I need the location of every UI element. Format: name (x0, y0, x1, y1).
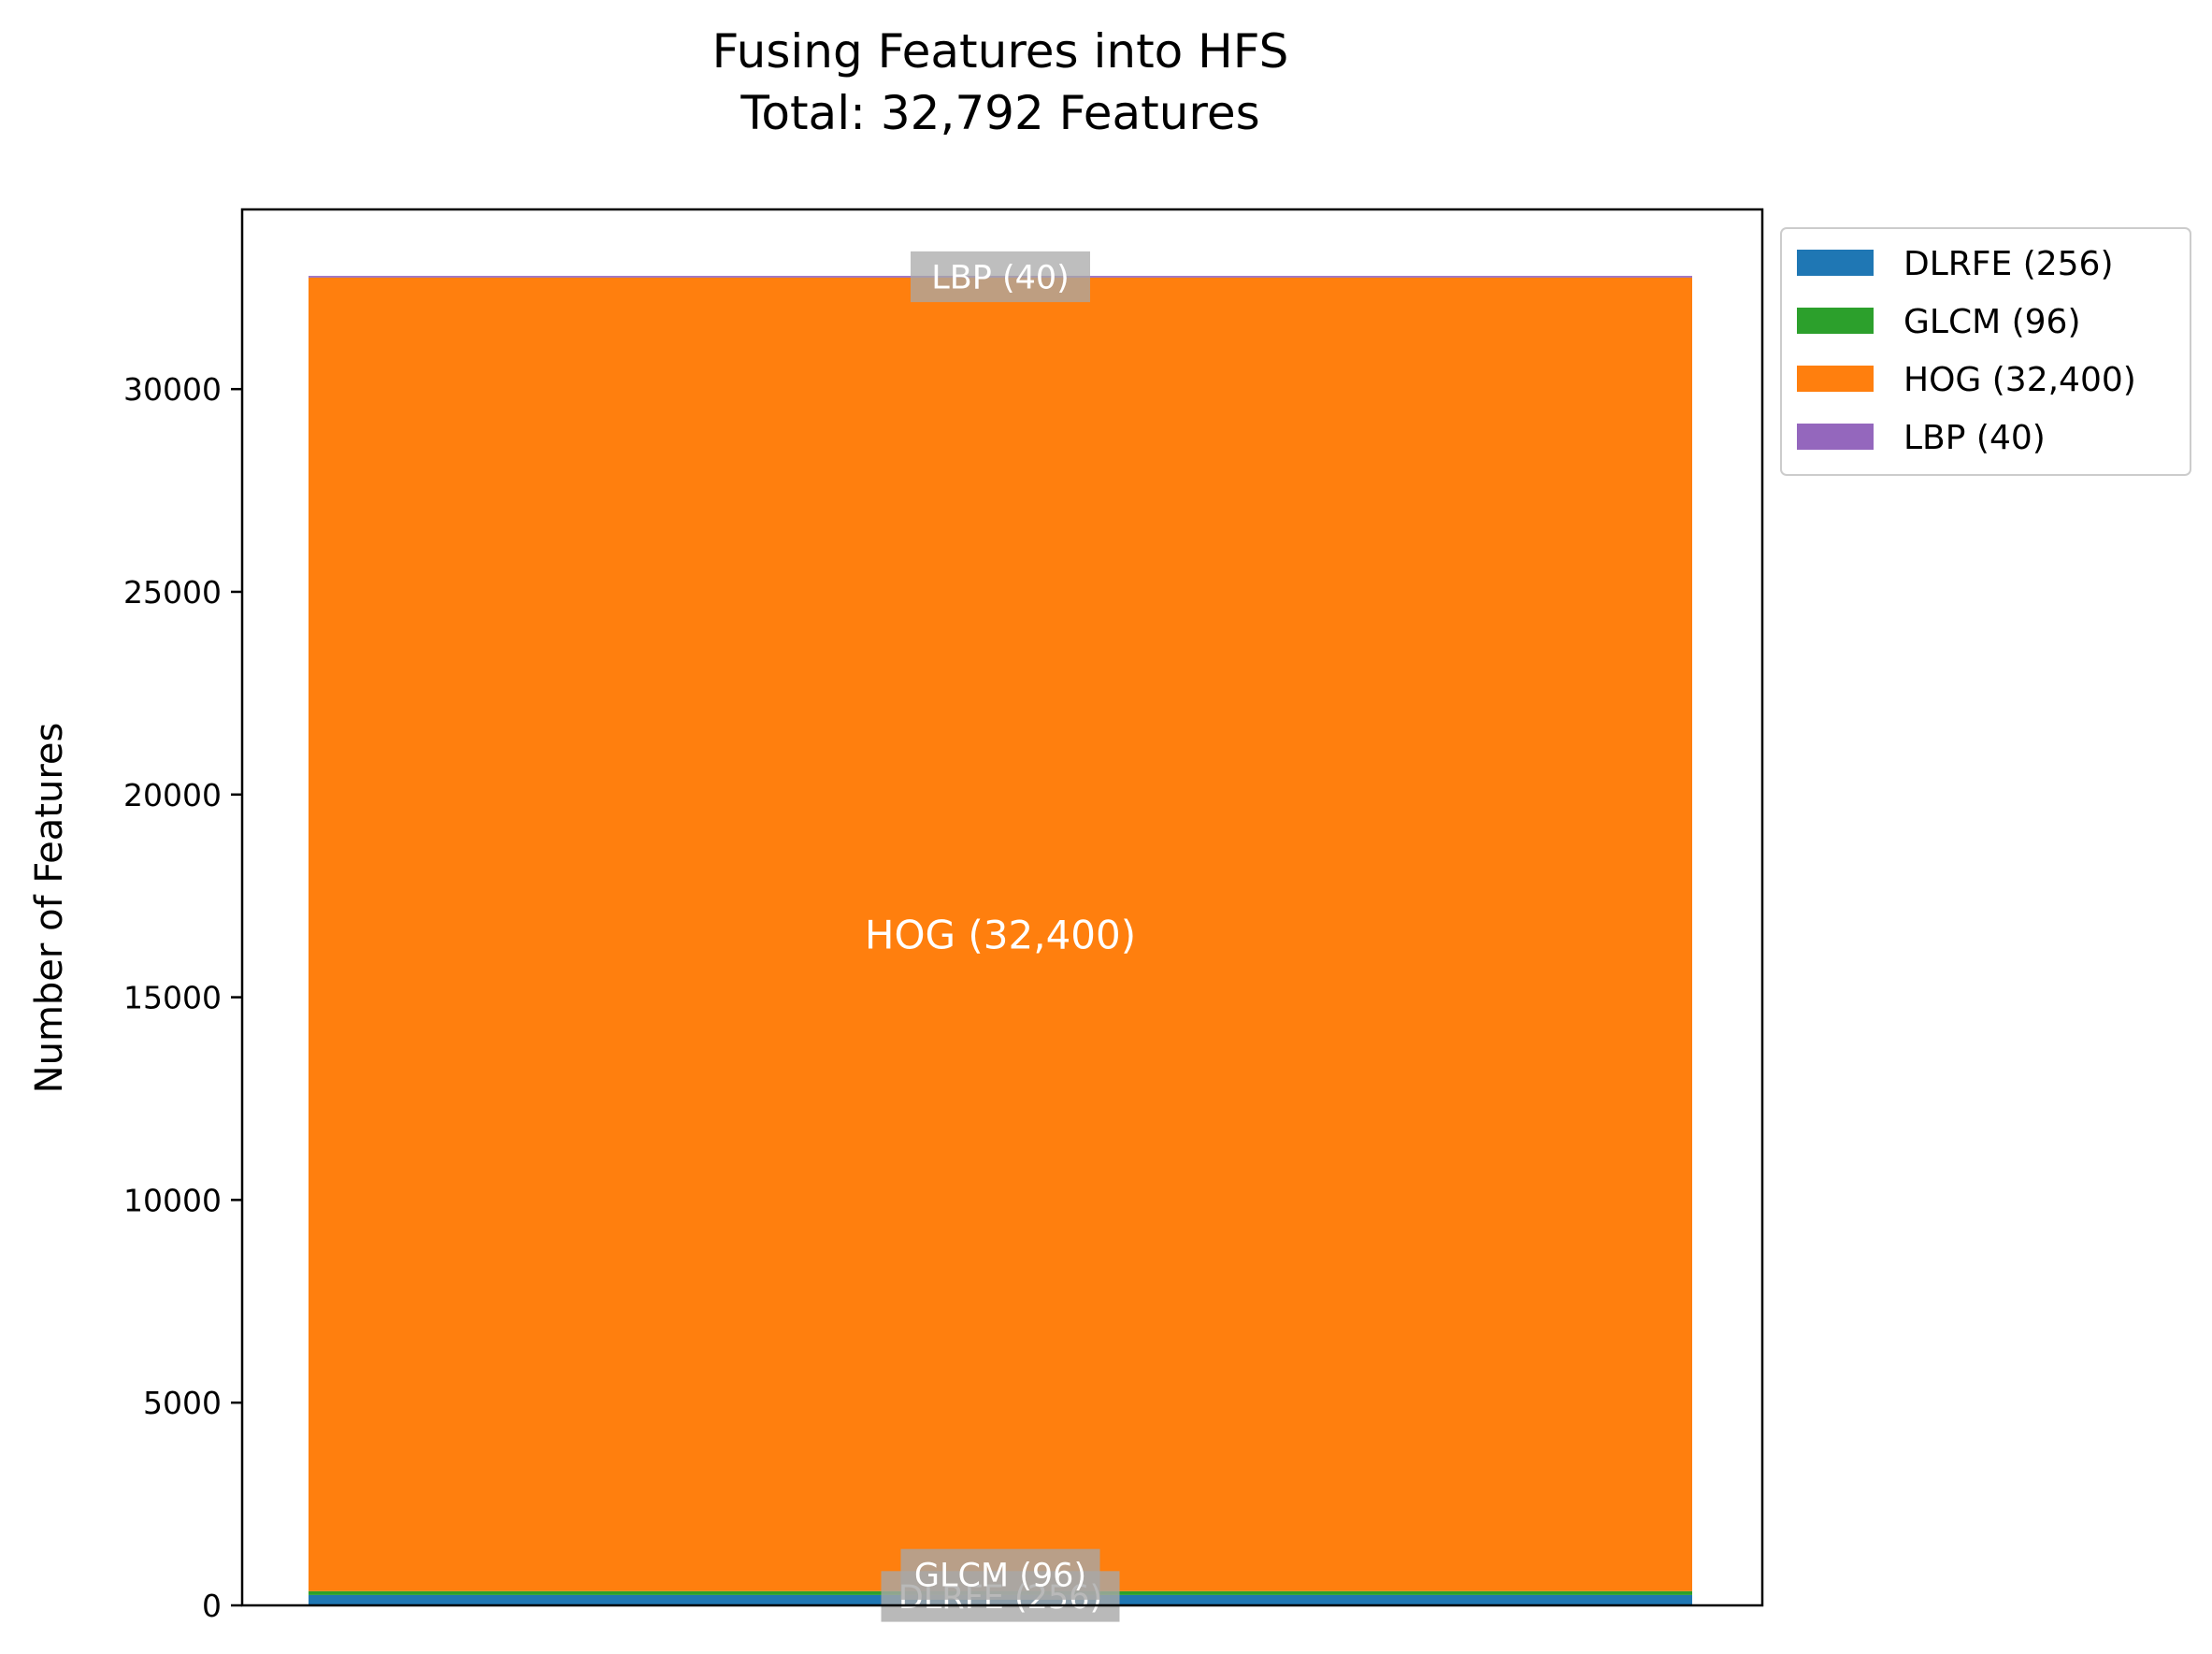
y-tick-label: 15000 (123, 980, 222, 1016)
y-tick-label: 5000 (143, 1385, 222, 1421)
legend-label: DLRFE (256) (1903, 245, 2114, 283)
y-axis-label: Number of Features (28, 723, 71, 1094)
legend-label: HOG (32,400) (1903, 361, 2136, 399)
legend-label: GLCM (96) (1903, 303, 2081, 341)
segment-label-box (911, 251, 1090, 303)
segment-label-text: HOG (32,400) (865, 912, 1136, 957)
y-ticks: 0 5000 10000 15000 20000 25000 30000 (123, 371, 242, 1624)
bar-segment-3 (309, 277, 1692, 1591)
segment-label: GLCM (96) (900, 1548, 1100, 1600)
segment-label: HOG (32,400) (865, 912, 1136, 957)
y-tick-label: 20000 (123, 777, 222, 813)
legend: DLRFE (256) GLCM (96) HOG (32,400) LBP (40) (1780, 227, 2191, 476)
legend-swatch (1797, 366, 1874, 392)
legend-swatch (1797, 250, 1874, 276)
plot-frame (240, 208, 1764, 1607)
legend-swatch (1797, 424, 1874, 450)
y-tick-label: 30000 (123, 371, 222, 408)
y-tick-label: 0 (202, 1588, 222, 1624)
y-tick-label: 25000 (123, 574, 222, 611)
segment-label: LBP (40) (911, 251, 1090, 303)
segment-labels: DLRFE (256)GLCM (96)HOG (32,400)LBP (40) (865, 251, 1136, 1622)
legend-swatch (1797, 308, 1874, 334)
bars-layer (309, 276, 1692, 1605)
segment-label-text: LBP (40) (931, 260, 1070, 297)
chart-subtitle: Total: 32,792 Features (740, 86, 1259, 140)
segment-label-box (900, 1548, 1100, 1600)
segment-label-text: GLCM (96) (914, 1557, 1086, 1594)
y-tick-label: 10000 (123, 1182, 222, 1218)
chart-title: Fusing Features into HFS (712, 24, 1289, 79)
legend-label: LBP (40) (1903, 419, 2046, 457)
legend-box (1780, 227, 2191, 476)
